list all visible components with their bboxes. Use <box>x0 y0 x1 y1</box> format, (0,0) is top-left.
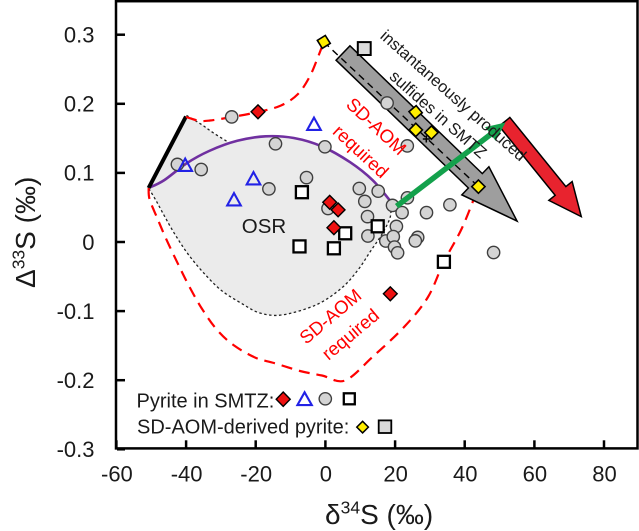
svg-text:40: 40 <box>453 462 477 487</box>
svg-text:-0.3: -0.3 <box>57 437 95 462</box>
svg-text:-0.1: -0.1 <box>57 299 95 324</box>
svg-text:-0.2: -0.2 <box>57 368 95 393</box>
svg-text:0.1: 0.1 <box>64 161 95 186</box>
svg-text:Pyrite in SMTZ:: Pyrite in SMTZ: <box>137 391 275 413</box>
svg-text:0: 0 <box>82 230 94 255</box>
svg-text:-60: -60 <box>101 462 133 487</box>
svg-text:80: 80 <box>592 462 616 487</box>
svg-text:SD-AOM-derived pyrite:: SD-AOM-derived pyrite: <box>137 417 349 439</box>
svg-text:0: 0 <box>320 462 332 487</box>
svg-text:60: 60 <box>523 462 547 487</box>
svg-text:20: 20 <box>383 462 407 487</box>
svg-text:0.3: 0.3 <box>64 23 95 48</box>
svg-text:Δ33S (‰): Δ33S (‰) <box>9 177 42 288</box>
svg-text:OSR: OSR <box>242 215 286 238</box>
svg-text:δ34S (‰): δ34S (‰) <box>325 498 433 531</box>
svg-text:0.2: 0.2 <box>64 92 95 117</box>
svg-text:-40: -40 <box>171 462 203 487</box>
svg-text:-20: -20 <box>240 462 272 487</box>
